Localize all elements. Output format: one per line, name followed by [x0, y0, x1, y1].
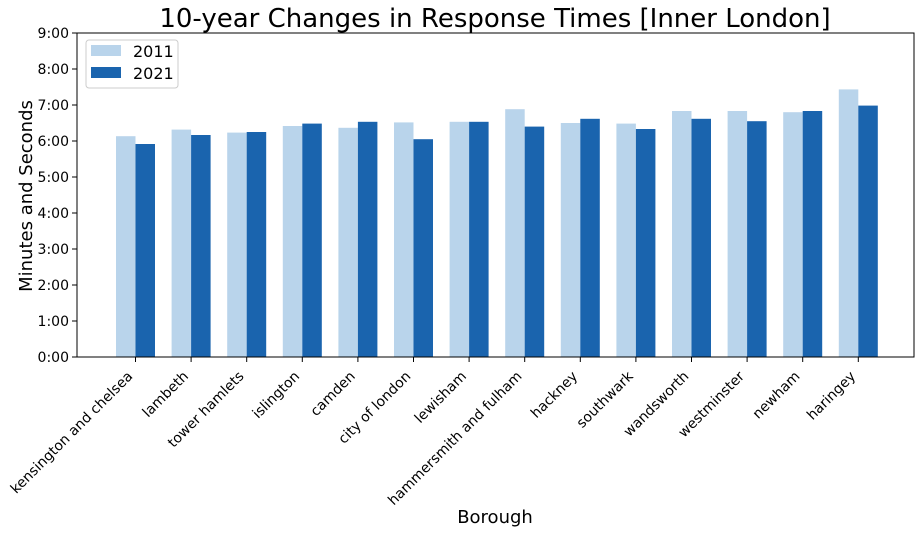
x-tick-label: lambeth	[140, 369, 192, 421]
bar-2011-westminster	[727, 111, 748, 357]
y-tick-label: 5:00	[38, 170, 69, 186]
bar-2021-camden	[357, 121, 378, 357]
legend-swatch-2021	[91, 67, 121, 78]
legend-label-2021: 2021	[133, 64, 174, 83]
bar-2011-haringey	[838, 89, 859, 358]
bar-2011-camden	[338, 127, 358, 357]
bar-2021-islington	[302, 123, 322, 357]
bar-2021-haringey	[858, 105, 878, 357]
bars-group	[116, 89, 878, 358]
y-tick-label: 8:00	[38, 62, 69, 78]
chart-title: 10-year Changes in Response Times [Inner…	[159, 4, 830, 34]
bar-2021-southwark	[635, 129, 656, 357]
bar-2021-lambeth	[191, 135, 211, 357]
bar-2011-lambeth	[171, 129, 192, 357]
y-tick-label: 1:00	[38, 314, 69, 330]
x-axis-label: Borough	[457, 507, 533, 528]
bar-2021-kensington-and-chelsea	[135, 144, 155, 357]
y-axis-ticks: 0:00 1:00 2:00 3:00 4:00 5:00 6:00 7:00 8:00 9:00	[38, 26, 77, 366]
bar-2011-newham	[783, 112, 803, 357]
x-tick-label: haringey	[804, 369, 859, 424]
bar-2021-hackney	[580, 118, 600, 357]
y-tick-label: 3:00	[38, 242, 69, 258]
bar-2011-wandsworth	[672, 111, 692, 357]
bar-2011-tower-hamlets	[227, 132, 247, 357]
bar-2011-hammersmith-and-fulham	[505, 109, 525, 357]
bar-2021-wandsworth	[691, 118, 711, 357]
x-tick-label: islington	[250, 369, 303, 422]
x-tick-label: camden	[308, 369, 359, 420]
bar-2011-lewisham	[449, 121, 470, 357]
bar-2011-hackney	[560, 123, 581, 357]
y-tick-label: 4:00	[38, 206, 69, 222]
bar-2011-kensington-and-chelsea	[116, 136, 136, 357]
bar-2021-lewisham	[469, 121, 489, 357]
y-axis-label: Minutes and Seconds	[16, 100, 37, 292]
y-tick-label: 9:00	[38, 26, 69, 42]
y-tick-label: 2:00	[38, 278, 69, 294]
x-tick-label: kensington and chelsea	[8, 369, 137, 498]
bar-2011-city-of-london	[394, 122, 414, 358]
y-tick-label: 7:00	[38, 98, 69, 114]
x-tick-label: lewisham	[412, 369, 470, 427]
x-tick-label: hackney	[528, 369, 581, 422]
bar-2011-islington	[282, 126, 303, 357]
y-tick-label: 0:00	[38, 350, 69, 366]
bar-2021-hammersmith-and-fulham	[524, 126, 545, 357]
y-tick-label: 6:00	[38, 134, 69, 150]
bar-2021-tower-hamlets	[246, 132, 267, 357]
bar-2021-newham	[802, 111, 823, 357]
plot-frame	[76, 32, 915, 358]
bar-2021-city-of-london	[413, 139, 433, 357]
x-tick-label: newham	[750, 369, 804, 423]
legend: 2011 2021	[85, 39, 179, 89]
legend-label-2011: 2011	[133, 42, 174, 61]
bar-2021-westminster	[747, 121, 767, 357]
legend-swatch-2011	[91, 45, 121, 56]
bar-2011-southwark	[616, 123, 636, 357]
